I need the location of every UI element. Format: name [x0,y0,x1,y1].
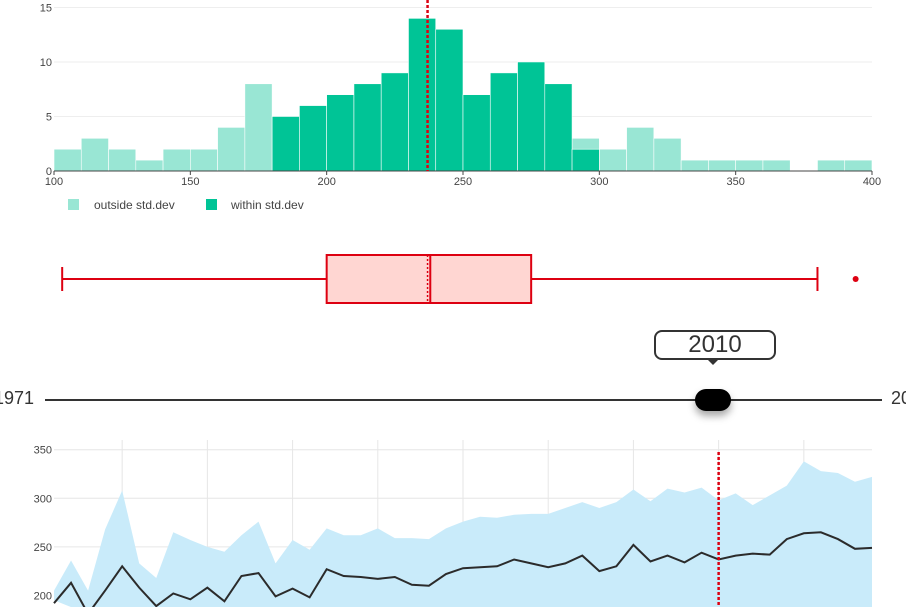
histogram-y-tick-label: 0 [46,166,52,178]
slider-handle[interactable] [695,389,731,411]
timeseries-mean-line [53,531,873,607]
histogram-bar [544,83,573,172]
legend-swatch-outside[interactable] [68,199,79,210]
histogram-bar [708,159,736,172]
histogram-bar [108,148,137,172]
histogram-bar [326,94,355,172]
histogram-bars [53,18,873,172]
histogram-y-tick-label: 15 [40,2,52,14]
histogram-bar [735,159,764,172]
histogram-bar [353,83,382,172]
histogram-bar [162,148,191,172]
histogram-bar [680,159,709,172]
histogram-x-tick-label: 150 [181,176,199,188]
histogram-bar [80,137,109,172]
histogram-bar [817,159,846,172]
histogram-bar [762,159,791,172]
histogram-bar [380,72,409,172]
timeseries-y-tick-label: 250 [34,542,52,554]
histogram-bar [135,159,164,172]
histogram-chart: 0 5 10 15 100 150 200 250 300 350 400 outside std.… [40,0,881,212]
histogram-bar [190,148,218,172]
box-iqr [325,254,533,304]
timeseries-y-tick-label: 200 [34,590,52,602]
histogram-bar [435,28,464,172]
histogram-y-tick-label: 5 [46,111,52,123]
histogram-bar [299,105,327,172]
histogram-bar [653,137,682,172]
histogram-x-tick-label: 400 [863,176,881,188]
histogram-bar [271,116,300,172]
slider-track[interactable] [45,399,882,401]
histogram-x-tick-label: 200 [317,176,335,188]
slider-value-tooltip: 2010 [654,330,776,360]
histogram-x-tick-label: 250 [454,176,472,188]
histogram-bar [217,127,246,172]
histogram-bar [844,159,873,172]
histogram-bar [626,127,655,172]
histogram-bar [244,83,273,172]
histogram-bar [408,18,437,172]
box-plot [61,254,859,304]
histogram-bar [489,72,518,172]
legend-label-outside[interactable]: outside std.dev [94,198,175,212]
histogram-bar [571,148,600,172]
histogram-x-tick-label: 300 [590,176,608,188]
histogram-x-tick-label: 350 [726,176,744,188]
timeseries-y-ticks: 200 250 300 350 [34,445,52,603]
timeseries-band-area [54,461,872,607]
slider-tooltip-arrow [706,358,720,365]
histogram-y-tick-label: 10 [40,57,52,69]
histogram-bar [517,61,546,172]
box-outlier-point [852,276,859,282]
timeseries-y-tick-label: 300 [34,493,52,505]
slider-max-label: 2019 [891,388,906,408]
histogram-bar [599,148,627,172]
timeseries-band [54,461,872,607]
timeseries-chart: 200 250 300 350 [34,440,873,607]
histogram-x-tick-label: 100 [45,176,63,188]
histogram-bar [53,148,82,172]
histogram-axes: 0 5 10 15 100 150 200 250 300 350 400 [40,2,881,188]
histogram-bar [462,94,491,172]
timeseries-y-tick-label: 350 [34,445,52,457]
legend-swatch-within[interactable] [206,199,217,210]
slider-min-label: 1971 [0,388,35,408]
histogram-legend[interactable]: outside std.dev within std.dev [68,198,304,212]
timeseries-mean-path [53,531,873,607]
legend-label-within[interactable]: within std.dev [230,198,304,212]
